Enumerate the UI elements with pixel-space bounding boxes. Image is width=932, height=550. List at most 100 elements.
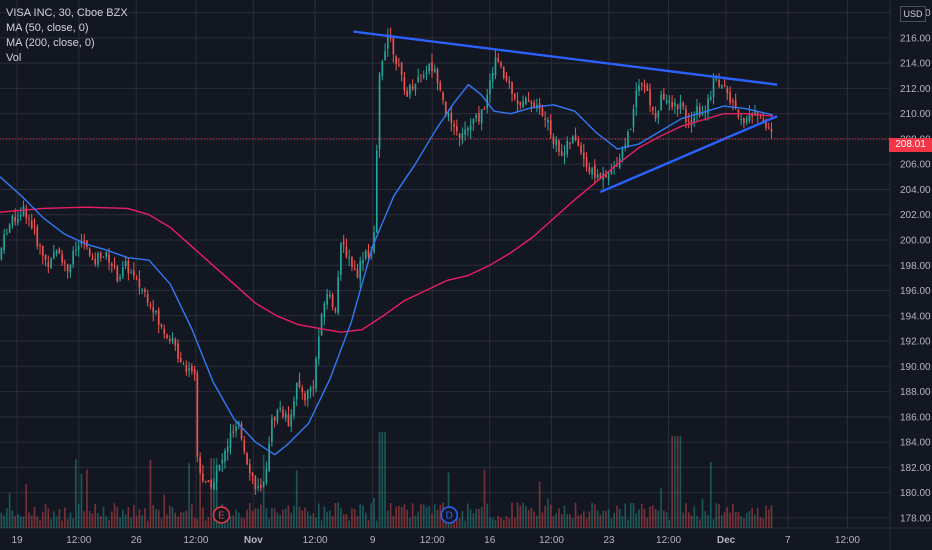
candle-body: [627, 131, 629, 148]
candle-body: [607, 172, 610, 180]
volume-bar: [635, 513, 638, 528]
volume-bar: [97, 512, 99, 528]
candle-body: [770, 129, 773, 132]
volume-bar: [204, 520, 207, 528]
volume-bar: [80, 473, 83, 528]
candle-body: [696, 106, 698, 116]
candle-body: [257, 485, 259, 488]
x-tick-label: 7: [785, 535, 791, 546]
candle-body: [433, 68, 436, 72]
candle-body: [185, 364, 188, 372]
candle-body: [571, 136, 574, 143]
candle-body: [406, 90, 408, 97]
candle-body: [632, 109, 635, 128]
volume-bar: [690, 515, 693, 528]
volume-bar: [119, 517, 121, 528]
candle-body: [44, 255, 47, 260]
volume-bar: [657, 510, 660, 528]
volume-bar: [707, 515, 709, 528]
candle-body: [378, 73, 381, 150]
candle-body: [417, 76, 420, 83]
candle-body: [72, 250, 74, 265]
volume-bar: [425, 507, 428, 528]
volume-bar: [77, 503, 80, 528]
legend-ma200: MA (200, close, 0): [6, 37, 95, 49]
x-tick-label: 23: [603, 535, 615, 546]
volume-bar: [409, 517, 411, 528]
volume-bar: [102, 506, 105, 528]
candle-body: [712, 78, 715, 98]
y-tick-label: 204.00: [900, 185, 931, 196]
volume-bar: [721, 515, 723, 528]
candle-body: [660, 94, 662, 110]
candle-body: [436, 68, 439, 84]
volume-bar: [3, 515, 5, 528]
volume-bar: [571, 518, 574, 528]
earnings-event-icon: [212, 506, 231, 524]
candle-body: [599, 173, 602, 179]
candle-body: [651, 106, 654, 111]
volume-bar: [174, 512, 177, 528]
candle-body: [177, 343, 179, 359]
volume-bar: [478, 508, 480, 528]
volume-bar: [687, 512, 690, 528]
volume-bar: [50, 519, 52, 528]
volume-bar: [665, 512, 668, 528]
x-tick-label: 26: [131, 535, 143, 546]
candle-body: [569, 142, 571, 144]
volume-bar: [696, 515, 698, 528]
volume-bar: [105, 516, 108, 528]
candle-body: [431, 61, 433, 72]
volume-bar: [663, 510, 665, 528]
candle-body: [213, 482, 215, 490]
volume-bar: [284, 508, 287, 528]
volume-bar: [541, 512, 544, 528]
y-tick-label: 186.00: [900, 412, 931, 423]
candle-body: [563, 152, 566, 156]
x-tick-label: 19: [11, 535, 23, 546]
volume-bar: [124, 514, 127, 528]
volume-bar: [113, 503, 116, 528]
candle-body: [577, 139, 580, 146]
currency-button[interactable]: USD: [900, 6, 926, 22]
volume-bar: [210, 458, 212, 528]
y-tick-label: 198.00: [900, 261, 931, 272]
candle-body: [138, 278, 141, 288]
volume-bar: [367, 520, 370, 528]
volume-bar: [146, 520, 149, 528]
volume-bar: [359, 504, 362, 528]
candle-body: [668, 100, 671, 103]
candle-body: [483, 108, 486, 110]
volume-bar: [342, 514, 345, 528]
volume-bar: [574, 502, 577, 528]
volume-bar: [403, 504, 406, 528]
trendline: [599, 115, 778, 194]
candle-body: [701, 114, 704, 116]
volume-bar: [6, 508, 8, 528]
candle-body: [108, 254, 110, 263]
volume-bar: [108, 520, 110, 528]
candle-body: [146, 294, 149, 303]
volume-bar: [467, 503, 469, 528]
candle-body: [202, 473, 204, 481]
candle-body: [179, 358, 182, 363]
candle-body: [621, 149, 624, 159]
candle-body: [163, 329, 166, 335]
volume-bar: [356, 515, 359, 528]
candle-body: [329, 294, 331, 297]
volume-bar: [262, 455, 265, 528]
candle-body: [574, 134, 577, 140]
candle-body: [334, 308, 337, 312]
candle-body: [439, 82, 442, 91]
candle-body: [649, 89, 651, 106]
volume-bar: [265, 508, 268, 528]
candle-body: [367, 250, 370, 257]
chart-legend: VISA INC, 30, Cboe BZX MA (50, close, 0)…: [6, 6, 128, 66]
volume-bar: [166, 514, 168, 528]
volume-bar: [260, 504, 262, 528]
volume-bar: [417, 511, 420, 528]
candle-body: [191, 365, 193, 372]
volume-bar: [563, 505, 566, 528]
candle-body: [685, 108, 687, 123]
